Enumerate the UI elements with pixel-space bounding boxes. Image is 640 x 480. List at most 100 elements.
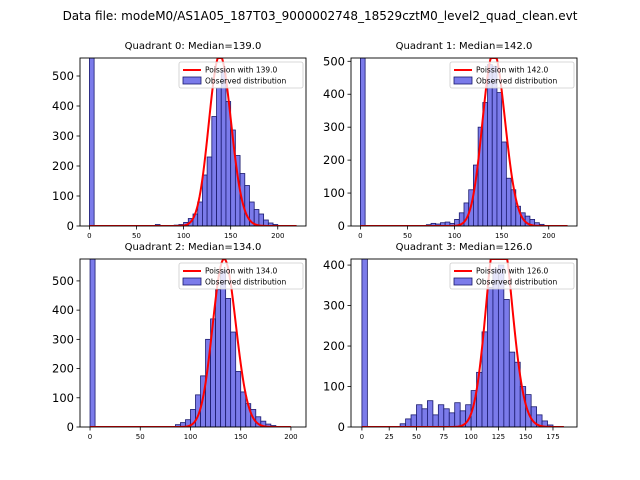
histogram-bar	[89, 58, 95, 226]
y-tick-label: 0	[338, 420, 345, 434]
y-tick-label: 300	[52, 332, 74, 346]
legend: Poission with 142.0 Observed distribution	[449, 61, 575, 89]
legend: Poission with 134.0 Observed distribution	[178, 262, 304, 290]
legend-fit-label: Poission with 139.0	[205, 66, 278, 75]
x-tick-label: 150	[519, 433, 532, 441]
histogram-bar	[487, 64, 493, 226]
histogram-bar	[225, 298, 232, 427]
histogram-bar	[202, 174, 208, 226]
panel-title: Quadrant 1: Median=142.0	[396, 41, 533, 52]
x-tick-label: 200	[284, 433, 297, 441]
panel-2: Quadrant 2: Median=134.00100200300400500…	[52, 242, 307, 441]
axes-frame	[350, 258, 578, 428]
x-tick-label: 100	[177, 232, 190, 240]
x-tick-label: 0	[88, 433, 92, 441]
panel-title: Quadrant 2: Median=134.0	[125, 242, 262, 253]
y-tick-label: 100	[323, 186, 345, 200]
legend-observed-swatch	[453, 277, 473, 286]
x-tick-label: 50	[412, 433, 421, 441]
x-tick-label: 150	[234, 433, 247, 441]
histogram-bar	[405, 418, 412, 427]
y-tick-label: 300	[52, 129, 74, 143]
y-tick-label: 500	[323, 54, 345, 68]
histogram-bar	[235, 371, 242, 427]
panel-title: Quadrant 3: Median=126.0	[396, 242, 533, 253]
x-tick-label: 100	[448, 232, 461, 240]
histogram-bar	[216, 87, 222, 226]
axes-frame	[79, 258, 307, 428]
legend-observed-label: Observed distribution	[205, 278, 286, 287]
histogram-bar	[230, 331, 237, 427]
histogram-bar	[487, 286, 494, 427]
histogram-bar	[360, 58, 366, 226]
axes-frame	[350, 57, 578, 227]
y-tick-label: 200	[52, 159, 74, 173]
histogram-bar	[508, 351, 516, 427]
legend-fit-label: Poission with 134.0	[205, 267, 278, 276]
histogram-bar	[432, 414, 439, 427]
x-tick-label: 50	[132, 232, 141, 240]
histogram-bar	[240, 391, 247, 427]
histogram-bar	[89, 259, 96, 427]
legend-fit-label: Poission with 142.0	[476, 66, 549, 75]
legend-box	[449, 262, 575, 290]
histogram-bar	[443, 408, 450, 427]
histogram-bar	[501, 141, 507, 226]
histogram-bar	[206, 156, 213, 226]
histogram-bar	[427, 400, 434, 427]
histogram-bar	[258, 213, 265, 226]
y-tick-label: 100	[52, 189, 74, 203]
histogram-bar	[410, 414, 417, 427]
y-tick-label: 500	[52, 69, 74, 83]
histogram-bar	[491, 65, 498, 226]
histogram-bar	[437, 404, 445, 427]
histogram-bar	[503, 299, 510, 427]
x-tick-label: 175	[546, 433, 559, 441]
histogram-bar	[220, 69, 227, 226]
x-tick-label: 50	[403, 232, 412, 240]
x-tick-label: 200	[271, 232, 284, 240]
figure-suptitle: Data file: modeM0/AS1A05_187T03_90000027…	[63, 9, 578, 23]
y-tick-label: 400	[52, 99, 74, 113]
legend-box	[178, 61, 304, 89]
y-tick-label: 100	[323, 380, 345, 394]
y-tick-label: 100	[52, 391, 74, 405]
panel-title: Quadrant 0: Median=139.0	[125, 41, 262, 52]
x-tick-label: 25	[385, 433, 394, 441]
histogram-bar	[220, 270, 227, 427]
legend-observed-label: Observed distribution	[476, 278, 557, 287]
legend-observed-label: Observed distribution	[476, 77, 557, 86]
histogram-bar	[505, 177, 512, 226]
x-tick-label: 150	[495, 232, 508, 240]
axes-frame	[79, 57, 307, 227]
x-tick-label: 100	[464, 433, 477, 441]
histogram-bar	[215, 289, 222, 427]
y-tick-label: 400	[323, 258, 345, 272]
y-tick-label: 0	[67, 219, 74, 233]
x-tick-label: 0	[360, 433, 364, 441]
poisson-fit-line	[361, 259, 564, 427]
histogram-bar	[492, 268, 499, 427]
histogram-bar	[448, 412, 456, 427]
x-tick-label: 125	[492, 433, 505, 441]
legend: Poission with 126.0 Observed distribution	[449, 262, 575, 290]
y-tick-label: 0	[338, 219, 345, 233]
y-tick-label: 500	[52, 274, 74, 288]
y-tick-label: 0	[67, 420, 74, 434]
histogram-bar	[361, 259, 368, 427]
y-tick-label: 200	[323, 153, 345, 167]
histogram-bar	[421, 408, 428, 427]
x-tick-label: 50	[136, 433, 145, 441]
x-tick-label: 0	[358, 232, 362, 240]
legend-fit-label: Poission with 126.0	[476, 267, 549, 276]
x-tick-label: 100	[184, 433, 197, 441]
legend-observed-swatch	[182, 76, 202, 85]
legend-box	[178, 262, 304, 290]
histogram-bar	[211, 116, 217, 226]
x-tick-label: 150	[224, 232, 237, 240]
plot-area	[361, 259, 564, 427]
x-tick-label: 200	[542, 232, 555, 240]
panel-0: Quadrant 0: Median=139.0 0 100 200 300 400 500…	[52, 41, 307, 240]
panel-1: Quadrant 1: Median=142.00100200300400500…	[323, 41, 578, 240]
